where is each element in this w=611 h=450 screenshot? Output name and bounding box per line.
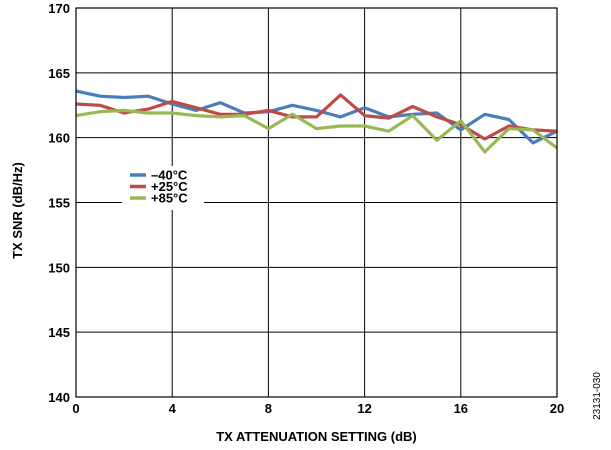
y-tick-label: 165: [48, 66, 70, 81]
legend: –40°C+25°C+85°C: [122, 166, 204, 210]
series-line-1: [75, 89, 558, 145]
legend-label: +85°C: [151, 191, 188, 206]
y-tick-label: 150: [48, 260, 70, 275]
y-tick-label: 145: [48, 325, 70, 340]
y-axis-title: TX SNR (dB/Hz): [10, 162, 25, 259]
x-tick-label: 16: [454, 401, 468, 416]
plot-frame: [75, 7, 558, 398]
y-tick-label: 160: [48, 131, 70, 146]
legend-label: –40°C: [151, 168, 188, 183]
legend-label: +25°C: [151, 179, 188, 194]
series-line-2: [75, 93, 558, 141]
tick-labels: 0 4 8 12 16 20 140 145 150 155 160 165 170: [48, 1, 564, 416]
y-tick-label: 155: [48, 196, 70, 211]
y-tick-label: 170: [48, 1, 70, 16]
series-line-3: [75, 108, 558, 154]
series-lines: [75, 89, 558, 154]
x-tick-label: 4: [169, 401, 177, 416]
y-tick-label: 140: [48, 390, 70, 405]
x-axis-title: TX ATTENUATION SETTING (dB): [216, 429, 417, 444]
figure-id-label: 23131-030: [592, 372, 603, 420]
x-tick-label: 8: [265, 401, 272, 416]
x-tick-label: 0: [72, 401, 79, 416]
x-tick-label: 12: [357, 401, 371, 416]
x-tick-label: 20: [550, 401, 564, 416]
